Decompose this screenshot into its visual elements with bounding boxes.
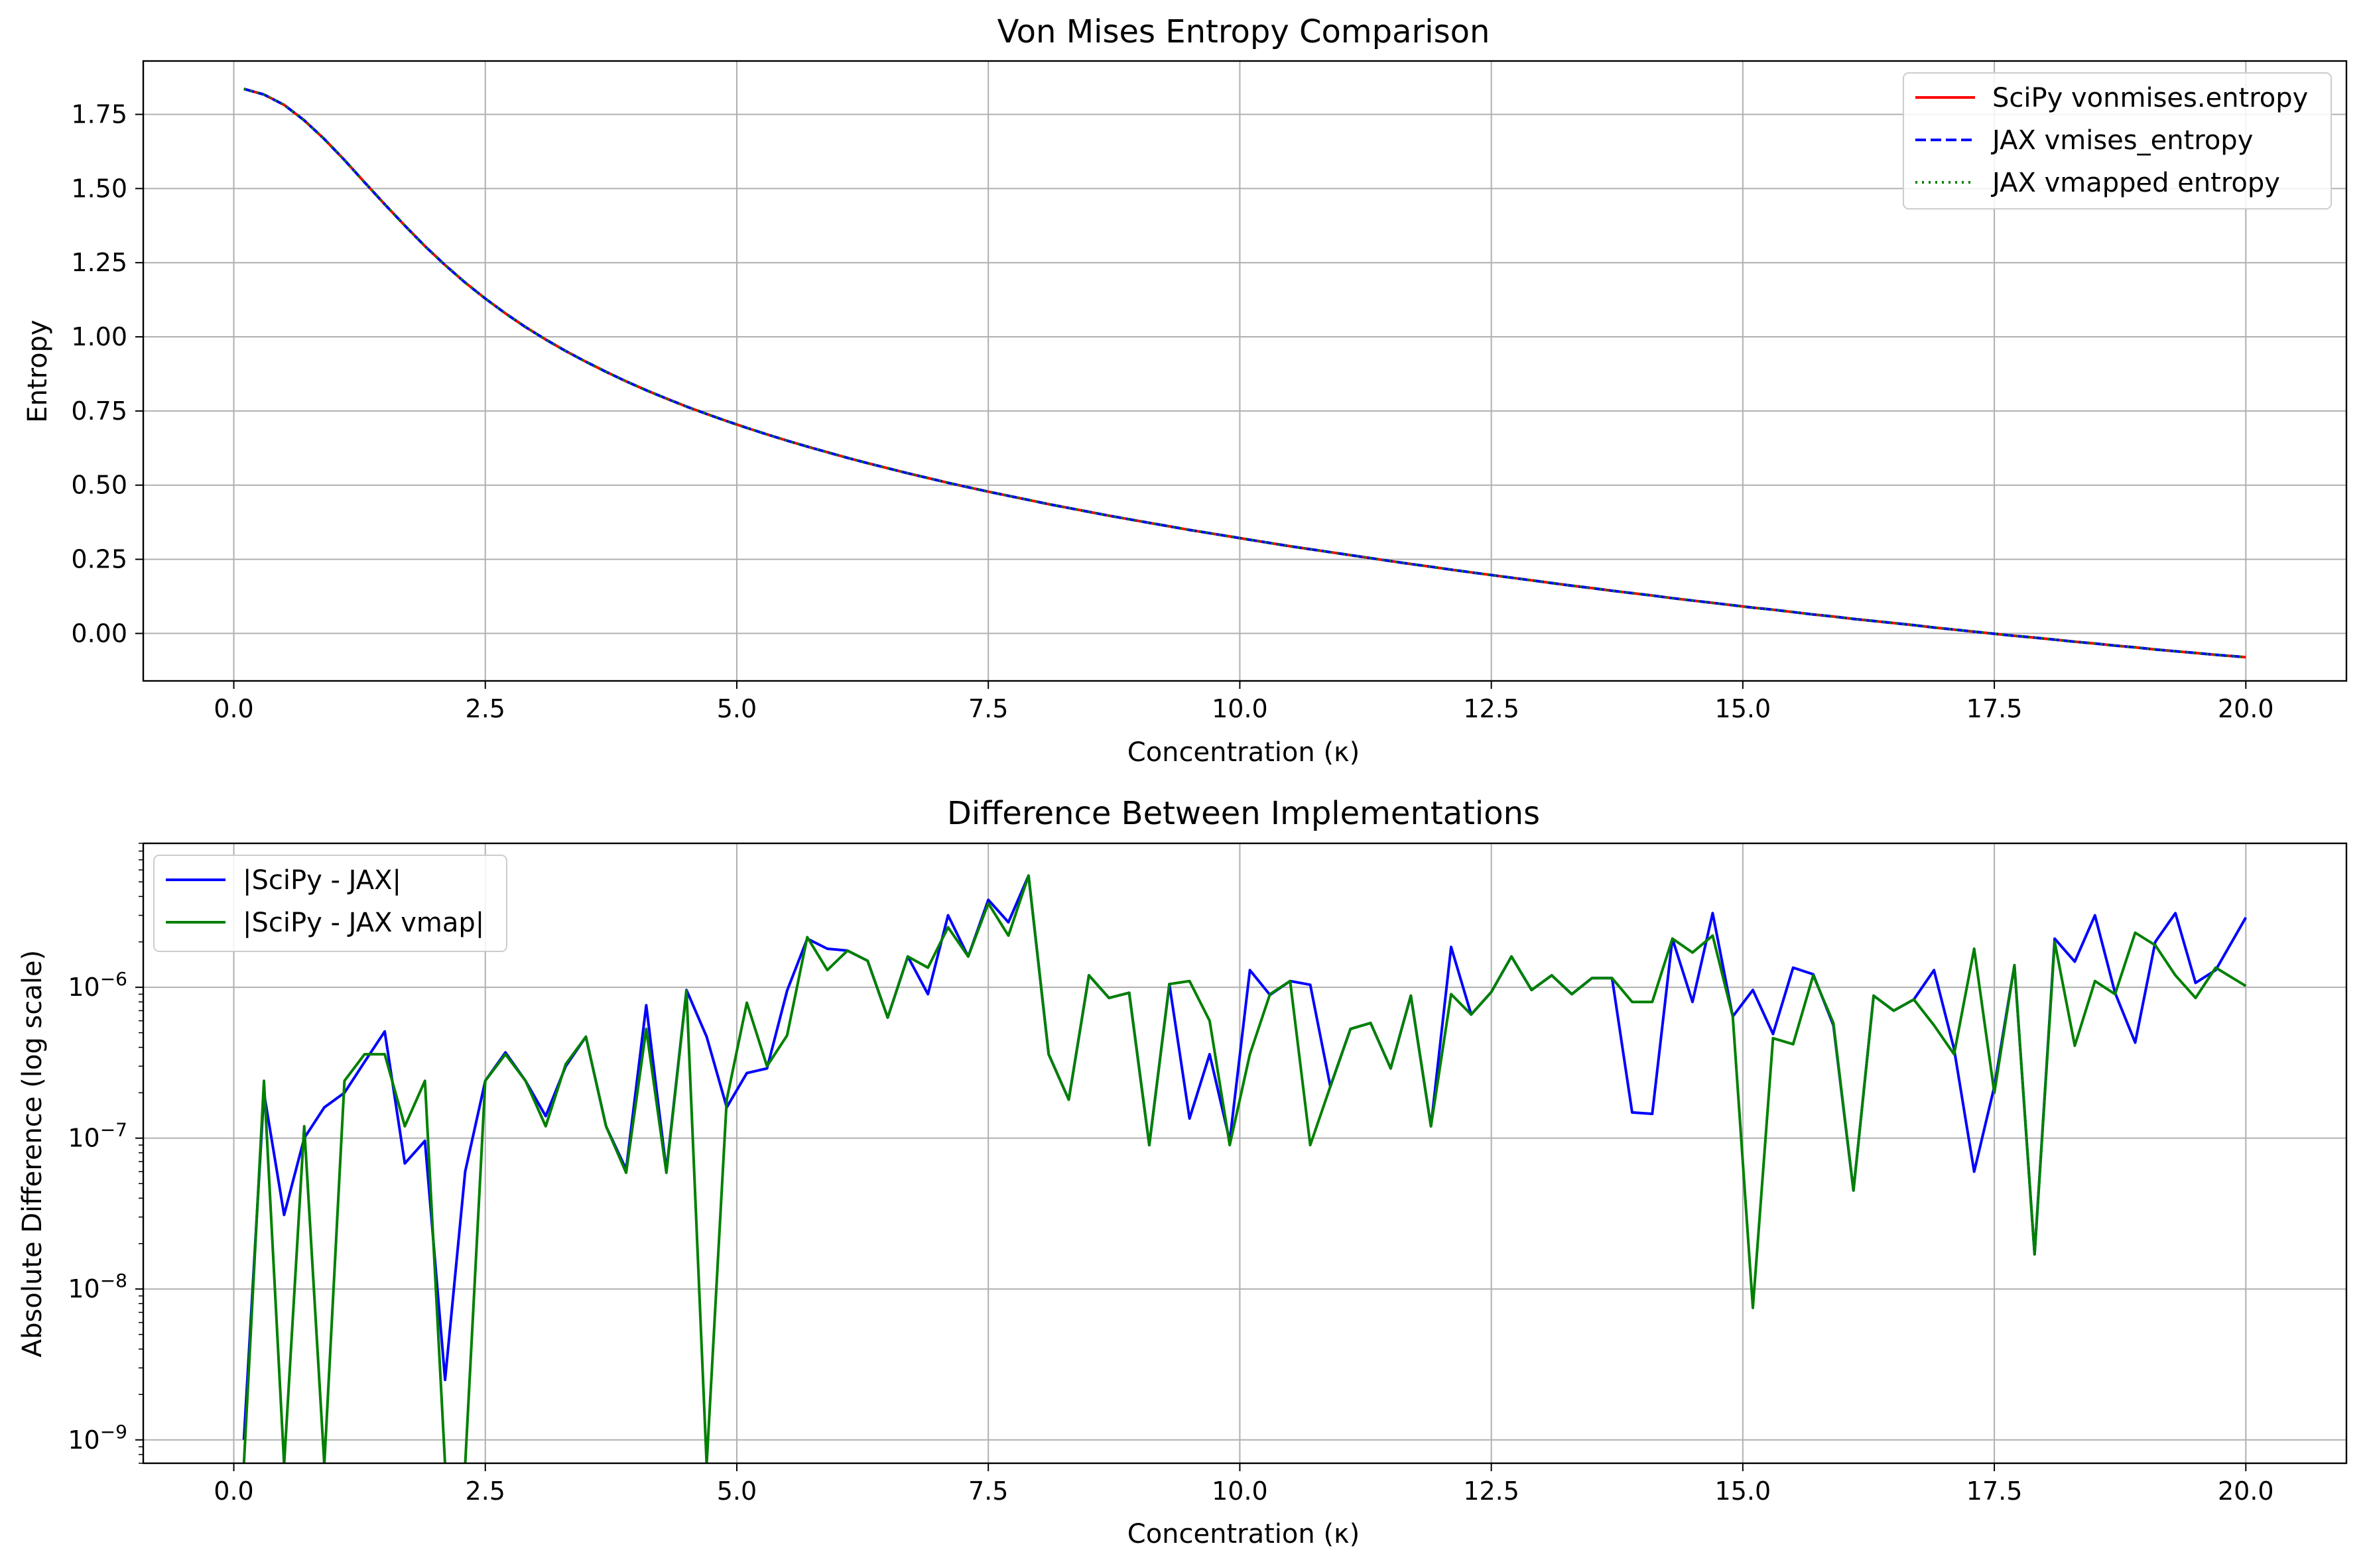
difference-x-tick-label: 7.5 [968,1477,1008,1506]
entropy-legend: SciPy vonmises.entropy JAX vmises_entrop… [1903,72,2332,210]
difference-x-tick-label: 0.0 [214,1477,253,1506]
difference-y-axis-label: Absolute Difference (log scale) [17,950,48,1357]
entropy-x-ticks: 0.0 2.5 5.0 7.5 10.0 12.5 15.0 17.5 20.0 [214,681,2274,723]
entropy-y-tick-label: 0.50 [71,471,127,500]
legend-label-diff-jax: |SciPy - JAX| [243,865,401,896]
legend-label-jax-vmap: JAX vmapped entropy [1990,168,2280,198]
entropy-chart-title: Von Mises Entropy Comparison [997,13,1490,50]
difference-x-ticks: 0.0 2.5 5.0 7.5 10.0 12.5 15.0 17.5 20.0 [214,1463,2274,1506]
entropy-x-axis-label: Concentration (κ) [1127,737,1360,768]
entropy-chart: Von Mises Entropy Comparison 0.0 2.5 5.0 7.… [23,13,2348,768]
entropy-y-ticks: 0.00 0.25 0.50 0.75 1.00 1.25 1.50 1.75 [71,100,143,648]
entropy-x-tick-label: 20.0 [2218,694,2274,723]
difference-line-jax-vmap [242,874,2247,1463]
difference-axes-frame [142,842,2348,1465]
difference-y-tick-label: 10−8 [68,1270,127,1303]
entropy-y-axis-label: Entropy [23,320,53,422]
difference-x-tick-label: 5.0 [717,1477,757,1506]
difference-x-tick-label: 12.5 [1463,1477,1519,1506]
entropy-series-lines [243,88,2246,659]
legend-label-scipy: SciPy vonmises.entropy [1992,83,2308,113]
difference-x-axis-label: Concentration (κ) [1127,1519,1360,1549]
entropy-x-tick-label: 0.0 [214,694,253,723]
difference-x-tick-label: 10.0 [1212,1477,1268,1506]
difference-series-lines [242,874,2248,1463]
entropy-x-tick-label: 12.5 [1463,694,1519,723]
difference-y-tick-label: 10−7 [68,1119,127,1153]
entropy-y-tick-label: 0.75 [71,396,127,426]
entropy-y-tick-label: 0.25 [71,545,127,574]
difference-y-tick-label: 10−9 [68,1421,127,1455]
entropy-y-tick-label: 1.25 [71,248,127,277]
entropy-axes-frame [142,60,2348,682]
legend-label-jax: JAX vmises_entropy [1990,125,2253,156]
entropy-x-tick-label: 2.5 [466,694,505,723]
entropy-x-tick-label: 15.0 [1715,694,1771,723]
difference-x-tick-label: 15.0 [1715,1477,1771,1506]
entropy-x-tick-label: 5.0 [717,694,757,723]
difference-legend: |SciPy - JAX| |SciPy - JAX vmap| [153,855,507,952]
difference-chart-title: Difference Between Implementations [947,795,1540,832]
entropy-x-tick-label: 17.5 [1966,694,2023,723]
entropy-y-tick-label: 0.00 [71,619,127,648]
difference-x-tick-label: 20.0 [2218,1477,2274,1506]
entropy-y-tick-label: 1.50 [71,174,127,203]
entropy-y-tick-label: 1.75 [71,100,127,129]
entropy-x-tick-label: 10.0 [1212,694,1268,723]
entropy-line-jax-vmap [243,88,2246,659]
difference-y-ticks: 10−9 10−8 10−7 10−6 [68,843,143,1464]
difference-x-tick-label: 2.5 [466,1477,505,1506]
entropy-y-tick-label: 1.00 [71,322,127,351]
difference-x-tick-label: 17.5 [1966,1477,2023,1506]
difference-y-tick-label: 10−6 [68,968,127,1002]
legend-label-diff-jax-vmap: |SciPy - JAX vmap| [243,908,484,938]
difference-legend-box [153,855,507,952]
entropy-x-tick-label: 7.5 [968,694,1008,723]
difference-chart: Difference Between Implementations 0.0 2.… [17,795,2348,1549]
entropy-legend-box [1903,72,2332,210]
